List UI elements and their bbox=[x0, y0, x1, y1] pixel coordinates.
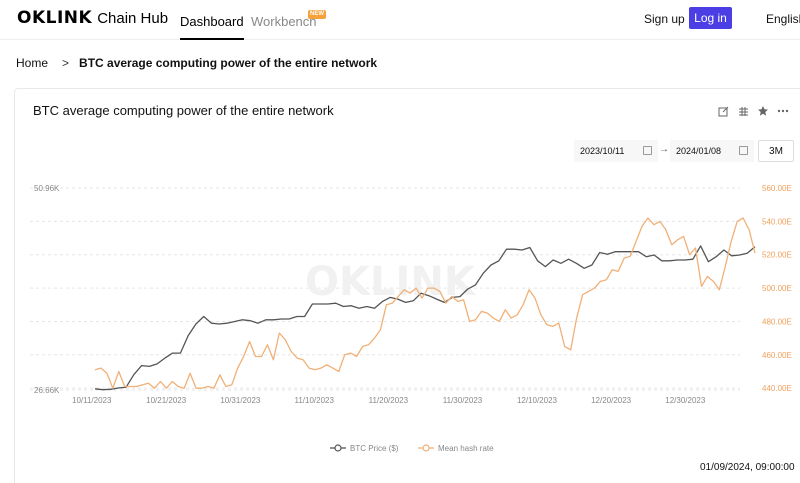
grid-icon[interactable] bbox=[736, 104, 750, 118]
x-tick-label: 11/10/2023 bbox=[294, 396, 334, 405]
y-left-tick-label: 26.66K bbox=[34, 386, 60, 395]
update-timestamp: 01/09/2024, 09:00:00 bbox=[700, 462, 795, 473]
edit-icon[interactable] bbox=[716, 104, 730, 118]
oklink-logo[interactable]: OKLINK Chain Hub bbox=[17, 8, 169, 28]
signup-link[interactable]: Sign up bbox=[644, 12, 685, 26]
chart-toolbar bbox=[716, 104, 790, 118]
x-tick-label: 10/11/2023 bbox=[72, 396, 112, 405]
chevron-right-icon: > bbox=[62, 56, 70, 70]
date-range-picker: 2023/10/11 → 2024/01/08 bbox=[574, 140, 754, 162]
legend-marker bbox=[422, 444, 430, 452]
range-3m-button[interactable]: 3M bbox=[758, 140, 794, 162]
series-line-btc-price bbox=[94, 245, 756, 391]
legend-marker bbox=[334, 444, 342, 452]
x-tick-label: 10/21/2023 bbox=[146, 396, 187, 405]
breadcrumb: Home > BTC average computing power of th… bbox=[16, 56, 377, 70]
top-nav: OKLINK Chain Hub Dashboard Workbench NEW… bbox=[0, 0, 800, 40]
new-badge: NEW bbox=[308, 10, 326, 19]
y-right-tick-label: 460.00E bbox=[762, 351, 792, 360]
logo-subtitle: Chain Hub bbox=[97, 9, 169, 27]
y-right-tick-label: 540.00E bbox=[762, 217, 792, 226]
x-tick-label: 12/30/2023 bbox=[665, 396, 706, 405]
legend-label: BTC Price ($) bbox=[350, 444, 399, 453]
legend-label: Mean hash rate bbox=[438, 444, 494, 453]
login-button[interactable]: Log in bbox=[689, 7, 732, 29]
end-date-value: 2024/01/08 bbox=[676, 146, 722, 156]
language-selector[interactable]: English bbox=[766, 12, 800, 26]
x-tick-label: 11/20/2023 bbox=[369, 396, 409, 405]
y-right-tick-label: 500.00E bbox=[762, 284, 792, 293]
breadcrumb-current: BTC average computing power of the entir… bbox=[79, 56, 378, 70]
x-tick-label: 10/31/2023 bbox=[220, 396, 261, 405]
arrow-right-icon: → bbox=[659, 144, 669, 155]
x-tick-label: 11/30/2023 bbox=[443, 396, 483, 405]
y-right-tick-label: 560.00E bbox=[762, 184, 792, 193]
breadcrumb-home[interactable]: Home bbox=[16, 56, 49, 70]
y-right-tick-label: 440.00E bbox=[762, 384, 792, 393]
tab-dashboard[interactable]: Dashboard bbox=[180, 14, 244, 40]
start-date-value: 2023/10/11 bbox=[580, 146, 625, 156]
x-tick-label: 12/10/2023 bbox=[517, 396, 558, 405]
chart-title: BTC average computing power of the entir… bbox=[33, 103, 334, 118]
calendar-icon bbox=[643, 146, 652, 155]
chart-card bbox=[14, 88, 800, 483]
series-line-mean-hash-rate bbox=[94, 217, 756, 389]
y-left-tick-label: 50.96K bbox=[34, 184, 60, 193]
x-tick-label: 12/20/2023 bbox=[591, 396, 632, 405]
calendar-icon bbox=[739, 146, 748, 155]
tab-workbench[interactable]: Workbench bbox=[251, 14, 317, 29]
start-date-field[interactable]: 2023/10/11 bbox=[574, 140, 658, 162]
y-right-tick-label: 520.00E bbox=[762, 251, 792, 260]
more-icon[interactable] bbox=[776, 104, 790, 118]
logo-mark: OKLINK bbox=[17, 8, 93, 28]
y-right-tick-label: 480.00E bbox=[762, 317, 792, 326]
star-icon[interactable] bbox=[756, 104, 770, 118]
end-date-field[interactable]: 2024/01/08 bbox=[670, 140, 754, 162]
